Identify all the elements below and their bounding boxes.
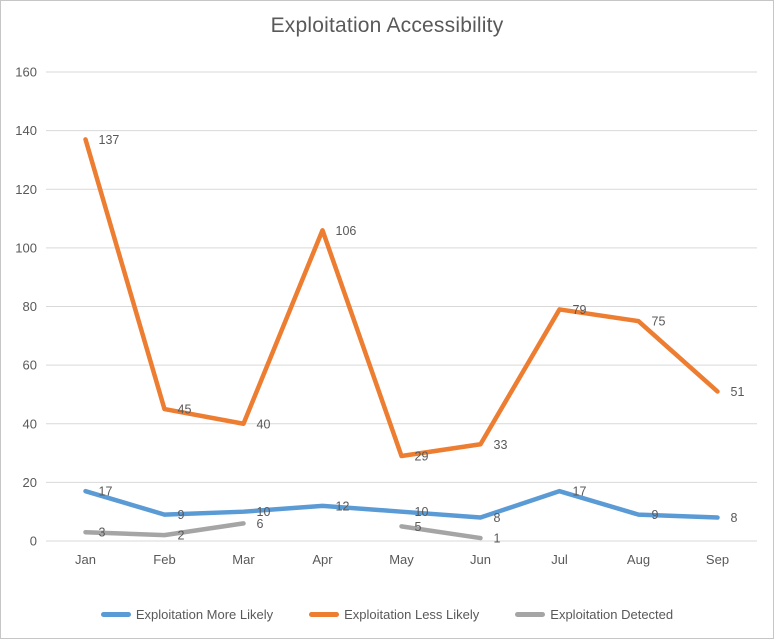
data-label: 3 <box>99 526 106 540</box>
legend-item: Exploitation Detected <box>515 607 673 622</box>
x-axis-tick-label: Feb <box>153 552 175 567</box>
data-label: 10 <box>415 505 429 519</box>
data-label: 29 <box>415 449 429 463</box>
legend-label: Exploitation Less Likely <box>344 607 480 622</box>
x-axis-tick-label: Apr <box>312 552 333 567</box>
legend-item: Exploitation More Likely <box>100 607 274 622</box>
x-axis-tick-label: Mar <box>232 552 255 567</box>
data-label: 137 <box>99 133 120 147</box>
y-axis-tick-label: 140 <box>15 123 37 138</box>
data-label: 8 <box>731 511 738 525</box>
series-line-2 <box>399 524 483 541</box>
x-axis-tick-label: Jan <box>75 552 96 567</box>
legend-label: Exploitation More Likely <box>135 607 274 622</box>
x-axis-tick-label: Sep <box>706 552 729 567</box>
data-label: 6 <box>257 517 264 531</box>
data-label: 75 <box>652 315 666 329</box>
legend-line-swatch <box>100 612 131 617</box>
data-label: 45 <box>178 403 192 417</box>
series-line-0 <box>83 488 720 520</box>
x-axis-tick-label: May <box>389 552 414 567</box>
y-axis-tick-label: 60 <box>23 358 37 373</box>
x-axis-tick-label: Jul <box>551 552 568 567</box>
data-label: 51 <box>731 385 745 399</box>
data-label: 79 <box>573 303 587 317</box>
chart-legend: Exploitation More Likely Exploitation Les… <box>1 607 773 622</box>
y-axis-tick-label: 80 <box>23 299 37 314</box>
data-label: 17 <box>573 485 587 499</box>
data-label: 5 <box>415 520 422 534</box>
data-label: 1 <box>494 532 501 546</box>
data-label: 17 <box>99 485 113 499</box>
y-axis-tick-label: 20 <box>23 475 37 490</box>
data-label: 9 <box>178 508 185 522</box>
data-label: 40 <box>257 417 271 431</box>
data-label: 33 <box>494 438 508 452</box>
series-line-1 <box>83 137 720 459</box>
legend-line-swatch <box>515 612 546 617</box>
data-label: 106 <box>336 224 357 238</box>
legend-line-swatch <box>309 612 340 617</box>
data-label: 10 <box>257 505 271 519</box>
series-line-2 <box>83 521 246 538</box>
data-label: 8 <box>494 511 501 525</box>
x-axis-tick-label: Jun <box>470 552 491 567</box>
y-axis-tick-label: 160 <box>15 65 37 80</box>
chart-title: Exploitation Accessibility <box>270 14 504 37</box>
legend-label: Exploitation Detected <box>550 607 674 622</box>
y-axis-tick-label: 40 <box>23 416 37 431</box>
legend-item: Exploitation Less Likely <box>309 607 479 622</box>
data-label: 2 <box>178 529 185 543</box>
y-axis-tick-label: 0 <box>30 534 37 549</box>
data-label: 12 <box>336 499 350 513</box>
data-label: 9 <box>652 508 659 522</box>
y-axis-tick-label: 100 <box>15 240 37 255</box>
y-axis-tick-label: 120 <box>15 182 37 197</box>
x-axis-tick-label: Aug <box>627 552 650 567</box>
